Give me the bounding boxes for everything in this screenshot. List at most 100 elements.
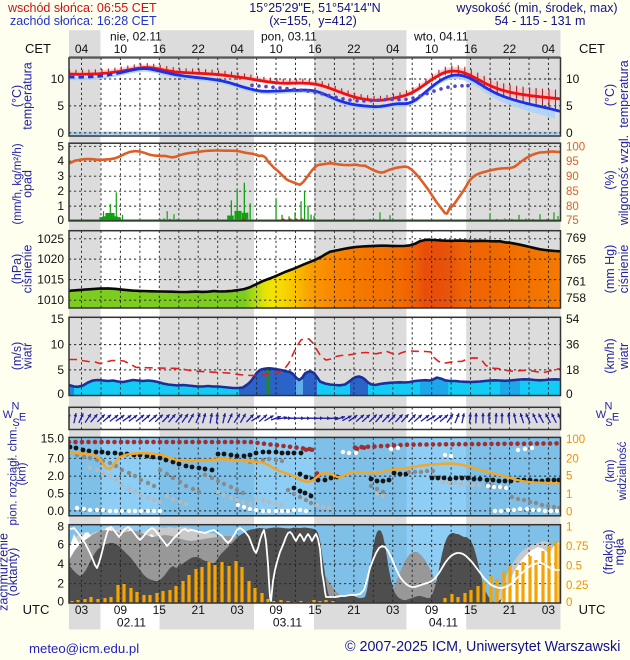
svg-text:15: 15 [308,603,322,617]
svg-text:15: 15 [153,603,167,617]
svg-text:18: 18 [566,363,580,377]
svg-text:0: 0 [57,387,64,401]
svg-text:10: 10 [269,42,283,56]
svg-text:0: 0 [57,126,64,140]
svg-text:pon, 03.11: pon, 03.11 [261,30,317,44]
svg-text:09: 09 [114,603,128,617]
svg-text:1010: 1010 [37,293,64,307]
svg-text:wysokość (min, środek, max): wysokość (min, środek, max) [455,1,617,15]
svg-text:21: 21 [347,603,361,617]
svg-text:15.0: 15.0 [41,431,65,445]
svg-text:0: 0 [566,126,573,140]
svg-text:21: 21 [192,603,206,617]
svg-text:(%): (%) [603,170,617,189]
svg-text:1015: 1015 [37,273,64,287]
svg-text:nie, 02.11: nie, 02.11 [110,30,162,44]
svg-text:opad: opad [21,170,35,198]
svg-text:0.0: 0.0 [47,504,64,518]
svg-text:85: 85 [566,186,579,198]
svg-text:wiatr: wiatr [21,343,35,370]
svg-text:8: 8 [57,519,64,533]
svg-text:(oktanty): (oktanty) [6,548,20,597]
svg-text:10: 10 [51,338,65,352]
svg-text:(frakcja): (frakcja) [602,529,616,574]
svg-text:UTC: UTC [23,602,50,617]
svg-text:0.25: 0.25 [566,580,588,592]
svg-text:0: 0 [566,387,573,401]
svg-text:03: 03 [230,603,244,617]
svg-text:100: 100 [566,141,585,153]
svg-text:04: 04 [386,42,400,56]
svg-text:ciśnienie: ciśnienie [617,245,630,294]
svg-text:(x=155, y=412): (x=155, y=412) [269,14,357,28]
svg-text:75: 75 [566,215,579,227]
svg-text:04: 04 [230,42,244,56]
svg-text:0.5: 0.5 [47,486,64,500]
svg-text:1: 1 [566,521,572,533]
svg-text:E: E [19,412,26,424]
svg-text:90: 90 [566,171,579,183]
svg-text:(hPa): (hPa) [10,254,24,285]
svg-text:03: 03 [386,603,400,617]
svg-text:22: 22 [347,42,361,56]
svg-text:758: 758 [566,291,586,305]
svg-text:zachód słońca: 16:28 CET: zachód słońca: 16:28 CET [10,14,157,28]
svg-text:09: 09 [425,603,439,617]
svg-text:2.0: 2.0 [47,469,64,483]
svg-text:5: 5 [57,139,64,153]
svg-text:36: 36 [566,338,580,352]
svg-text:3: 3 [57,169,64,183]
svg-text:(mm Hg): (mm Hg) [603,245,617,294]
svg-text:CET: CET [25,41,51,56]
svg-text:1025: 1025 [37,232,64,246]
svg-text:widzialność: widzialność [617,441,629,501]
svg-text:4: 4 [57,557,64,571]
svg-text:5: 5 [566,471,572,483]
svg-text:N: N [605,401,613,413]
svg-text:N: N [12,401,20,413]
svg-text:22: 22 [192,42,206,56]
svg-text:W: W [596,409,607,421]
svg-text:80: 80 [566,201,579,213]
svg-text:wto, 04.11: wto, 04.11 [413,30,469,44]
svg-text:7.0: 7.0 [47,451,64,465]
svg-text:16: 16 [464,42,478,56]
svg-text:wilgotność wzgl.: wilgotność wzgl. [617,135,630,226]
svg-text:0: 0 [566,507,572,519]
svg-text:02.11: 02.11 [117,616,146,630]
svg-text:04: 04 [75,42,89,56]
svg-text:16: 16 [153,42,167,56]
svg-text:765: 765 [566,253,586,267]
svg-text:(°C): (°C) [603,84,617,106]
svg-text:mgła: mgła [613,538,627,565]
svg-text:5: 5 [566,99,573,113]
svg-text:(km/h): (km/h) [603,338,617,373]
svg-text:temperatura: temperatura [21,62,35,129]
svg-text:15: 15 [464,603,478,617]
svg-text:10: 10 [566,72,580,86]
svg-text:zachmurzenie: zachmurzenie [0,533,11,611]
svg-text:2: 2 [57,184,64,198]
svg-text:(m/s): (m/s) [10,342,24,370]
svg-text:S: S [12,417,19,429]
svg-text:0: 0 [57,595,64,609]
svg-text:15: 15 [51,312,65,326]
svg-text:769: 769 [566,231,586,245]
svg-text:CET: CET [579,41,605,56]
svg-text:UTC: UTC [579,602,606,617]
svg-text:6: 6 [57,537,64,551]
svg-text:761: 761 [566,275,586,289]
svg-text:© 2007-2025 ICM, Uniwersytet W: © 2007-2025 ICM, Uniwersytet Warszawski [345,639,620,655]
svg-text:03: 03 [75,603,89,617]
svg-text:(km): (km) [605,459,617,482]
svg-text:54: 54 [566,312,580,326]
svg-text:10: 10 [425,42,439,56]
svg-text:0: 0 [57,213,64,227]
svg-text:(km): (km) [17,462,29,485]
svg-text:(mm/h, kg/m²/h): (mm/h, kg/m²/h) [12,143,24,224]
svg-text:1: 1 [57,199,64,213]
svg-text:ciśnienie: ciśnienie [21,245,35,294]
svg-text:22: 22 [503,42,517,56]
svg-text:temperatura: temperatura [617,60,630,127]
svg-text:4: 4 [57,154,64,168]
